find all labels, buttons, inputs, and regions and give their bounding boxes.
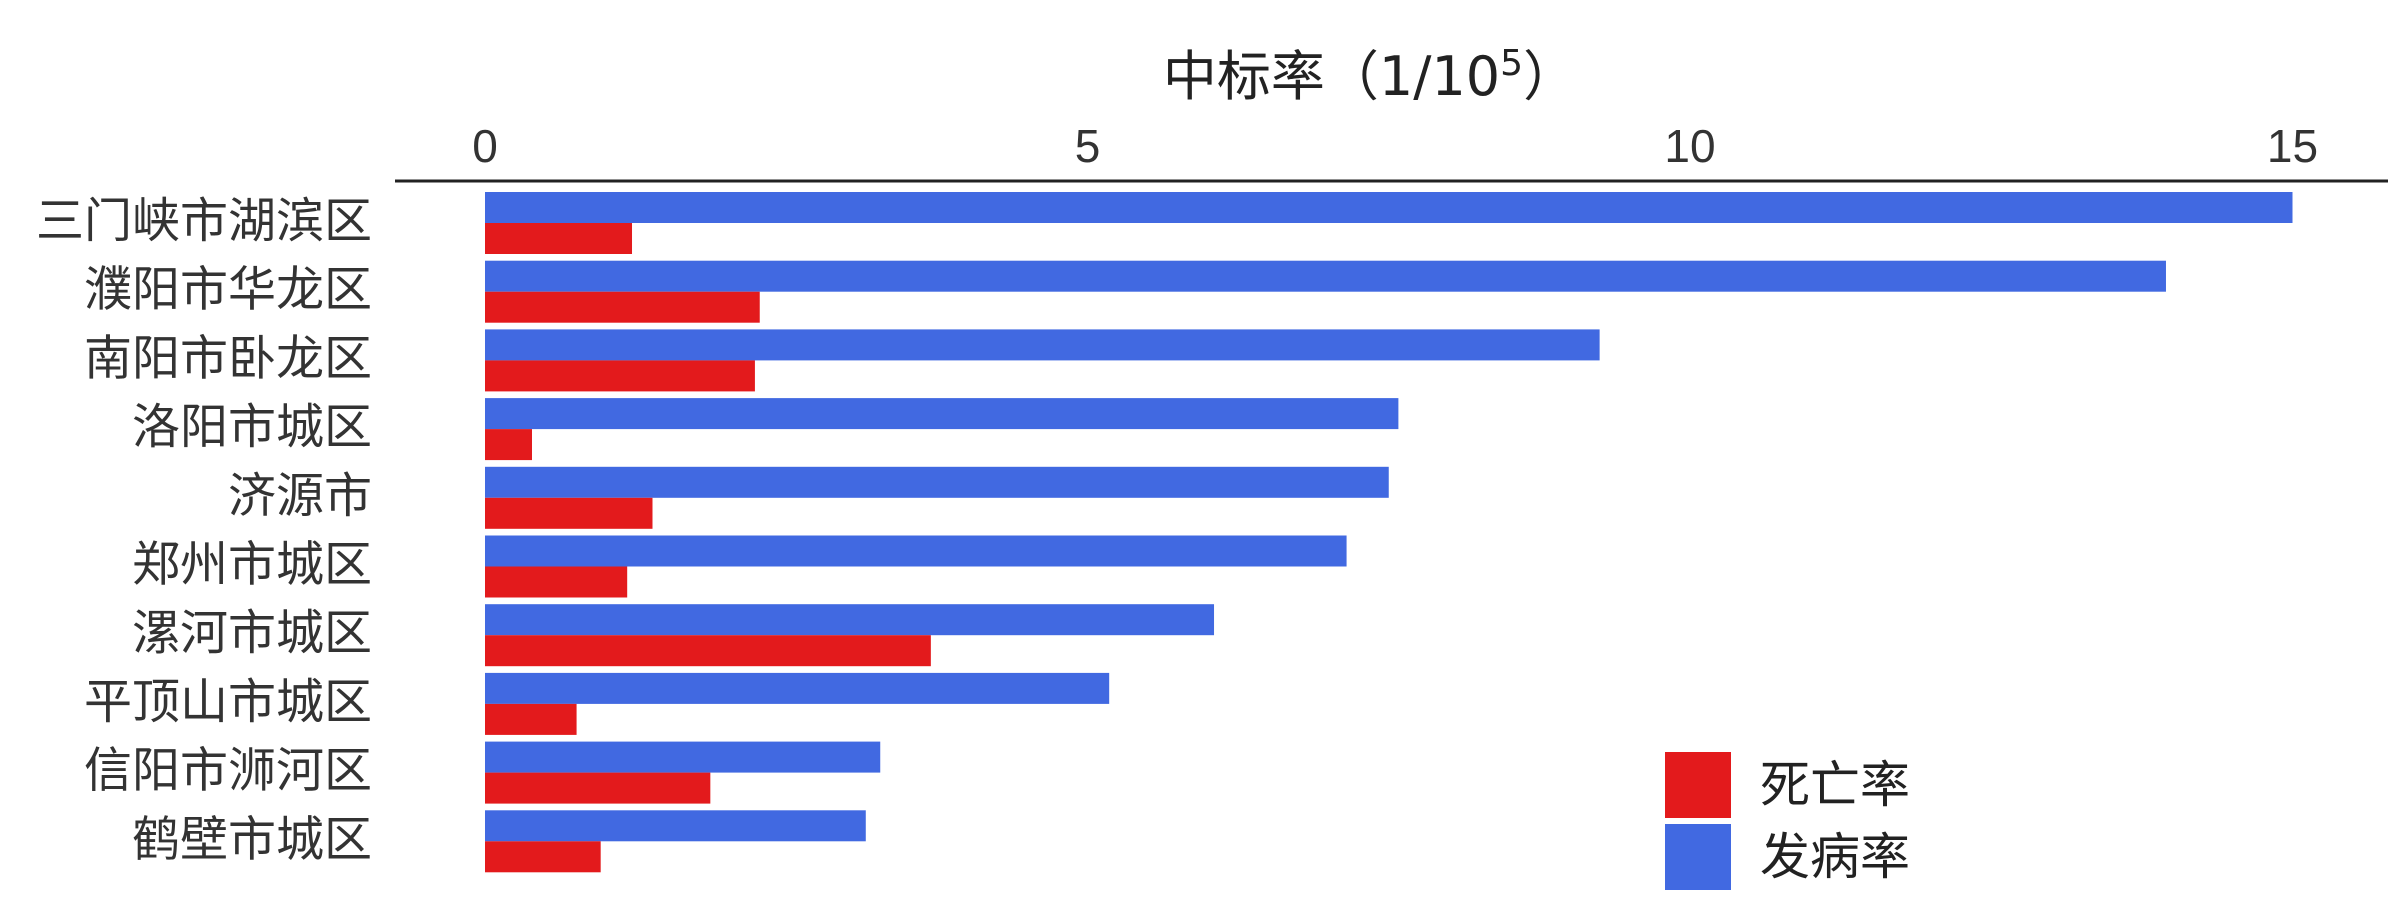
x-axis-title: 中标率（1/105）: [1163, 43, 1577, 108]
incidence-bar: [485, 810, 866, 842]
category-labels: 三门峡市湖滨区濮阳市华龙区南阳市卧龙区洛阳市城区济源市郑州市城区漯河市城区平顶山…: [36, 193, 372, 867]
category-label: 济源市: [228, 468, 372, 524]
legend-label: 死亡率: [1760, 756, 1910, 814]
incidence-bar: [485, 535, 1347, 567]
legend-label: 发病率: [1760, 828, 1910, 886]
mortality-bar: [485, 223, 633, 254]
incidence-bar: [485, 260, 2166, 292]
legend-swatch: [1665, 752, 1731, 818]
category-label: 漯河市城区: [132, 605, 372, 661]
x-axis-title-superscript: 5: [1500, 43, 1523, 84]
mortality-bar: [485, 841, 601, 873]
x-tick-label: 15: [2267, 120, 2318, 172]
mortality-bar: [485, 703, 577, 735]
mortality-bar: [485, 429, 532, 461]
incidence-bar: [485, 398, 1399, 430]
incidence-bar: [485, 466, 1389, 498]
category-label: 信阳市浉河区: [84, 743, 372, 799]
mortality-bar: [485, 635, 931, 667]
incidence-bar: [485, 672, 1110, 704]
mortality-bar: [485, 772, 711, 804]
category-label: 鹤壁市城区: [132, 811, 372, 867]
legend-swatch: [1665, 824, 1731, 890]
bars-layer: [485, 192, 2293, 873]
mortality-bar: [485, 497, 653, 529]
category-label: 三门峡市湖滨区: [36, 193, 372, 249]
mortality-bar: [485, 360, 755, 392]
x-tick-label: 10: [1664, 120, 1715, 172]
incidence-bar: [485, 192, 2293, 223]
incidence-bar: [485, 604, 1215, 636]
category-label: 洛阳市城区: [132, 399, 372, 455]
category-label: 郑州市城区: [132, 537, 372, 593]
category-label: 濮阳市华龙区: [84, 262, 372, 318]
mortality-bar: [485, 566, 628, 598]
category-label: 南阳市卧龙区: [84, 330, 372, 386]
incidence-bar: [485, 741, 881, 773]
category-label: 平顶山市城区: [84, 674, 372, 730]
x-tick-label: 0: [472, 120, 498, 172]
x-axis-title-close: ）: [1523, 45, 1577, 108]
x-axis-ticks: 0 5 10 15: [472, 120, 2318, 172]
x-axis-title-text: 中标率（1/10: [1163, 45, 1500, 108]
mortality-bar: [485, 291, 760, 323]
x-tick-label: 5: [1075, 120, 1101, 172]
incidence-bar: [485, 329, 1600, 361]
